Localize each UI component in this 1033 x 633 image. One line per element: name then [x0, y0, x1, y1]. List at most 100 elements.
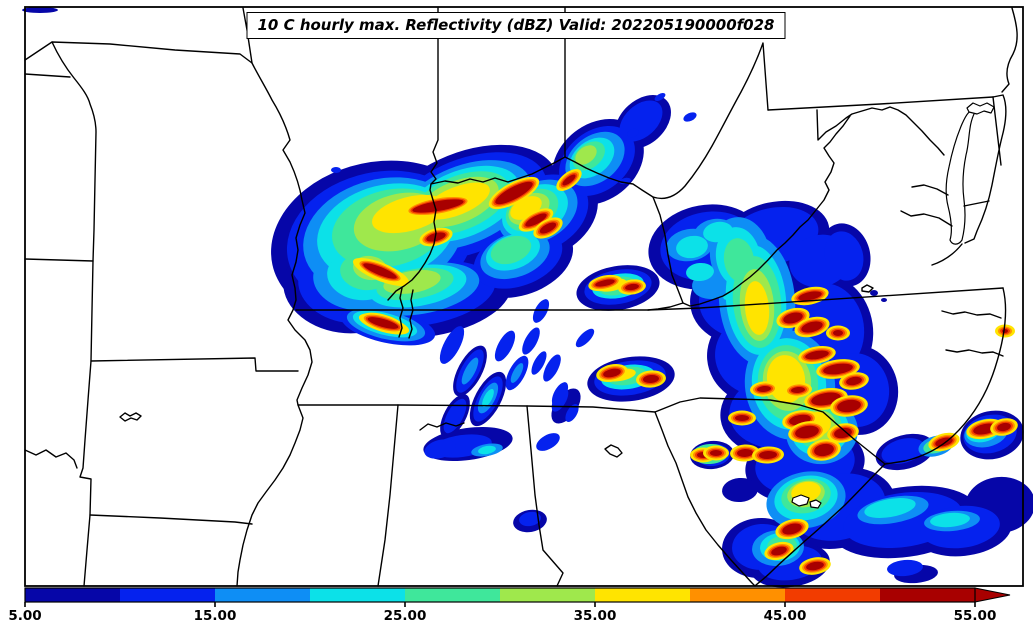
storm-core: [710, 450, 722, 456]
radar-cell: [654, 93, 666, 101]
radar-cell: [331, 167, 341, 173]
storm-core: [997, 422, 1011, 432]
kentucky-westvirginia-virginia-border: [647, 196, 684, 311]
storm-core: [735, 415, 749, 421]
radar-cell: [676, 235, 708, 259]
radar-cell: [532, 299, 550, 323]
bay-mouth-shore: [931, 243, 963, 266]
lake-moultrie: [809, 499, 822, 509]
radar-cell: [703, 221, 733, 243]
radar-cell: [575, 145, 597, 165]
storm-core: [426, 232, 446, 242]
kansas-oklahoma-border: [24, 258, 94, 262]
storm-core: [795, 425, 819, 439]
storm-core: [771, 546, 787, 556]
map-title: 10 C hourly max. Reflectivity (dBZ) Vali…: [246, 12, 786, 39]
atlantic-coastline: [754, 287, 1007, 587]
storm-core: [562, 174, 576, 186]
maryland-potomac-border: [816, 106, 945, 156]
radar-cell: [881, 438, 925, 464]
radar-cell: [478, 445, 496, 455]
missouri-arkansas-border: [90, 357, 299, 372]
colorbar-tick-label: 45.00: [764, 608, 807, 624]
radar-reflectivity-layer: [22, 7, 1033, 588]
storm-core: [757, 385, 771, 393]
radar-cell: [482, 388, 494, 408]
chesapeake-bay-head: [966, 102, 995, 115]
albemarle-sound: [941, 310, 1002, 319]
storm-core: [837, 399, 861, 413]
radar-cell: [864, 498, 916, 518]
radar-cell: [543, 354, 561, 382]
radar-cell: [565, 403, 579, 423]
missouri-arkansas-west-border: [51, 41, 97, 587]
storm-core: [412, 199, 464, 213]
radar-cell: [461, 357, 479, 385]
storm-core: [801, 321, 823, 333]
storm-core: [595, 279, 615, 287]
storm-core: [603, 368, 621, 378]
ohio-river: [387, 42, 769, 301]
radar-cell: [627, 128, 639, 138]
storm-core: [539, 222, 557, 234]
colorbar-segment: [690, 588, 785, 602]
colorbar-segment: [120, 588, 215, 602]
radar-cell: [881, 298, 887, 302]
radar-cell: [494, 330, 516, 362]
storm-core: [823, 363, 853, 375]
map-frame: [24, 6, 1024, 587]
maryland-virginia-delmarva-border: [963, 200, 990, 207]
red-river-border: [24, 449, 78, 469]
tennessee-river-alabama: [419, 422, 465, 431]
radar-cell: [490, 235, 532, 265]
north-carolina-south-carolina-border: [654, 397, 886, 465]
radar-cell: [870, 290, 878, 296]
radar-cell: [439, 326, 465, 364]
storm-core: [846, 376, 862, 386]
kansas-nebraska-border: [24, 73, 71, 78]
savannah-river-border: [654, 411, 756, 587]
radar-cell: [683, 112, 697, 122]
pennsylvania-maryland-border: [767, 96, 994, 111]
storm-core: [1002, 329, 1008, 333]
colorbar-tick-label: 15.00: [194, 608, 237, 624]
delmarva-coastline: [964, 94, 1007, 244]
arkansas-lake: [119, 412, 142, 422]
new-jersey-coast: [1001, 7, 1018, 93]
radar-cell: [536, 433, 560, 451]
colorbar-tick-label: 25.00: [384, 608, 427, 624]
chesapeake-bay: [945, 110, 976, 245]
colorbar-segment: [25, 588, 120, 602]
radar-cell: [824, 231, 864, 281]
delaware-border: [992, 96, 1002, 166]
colorbar-tick-label: 5.00: [8, 608, 41, 624]
storm-core: [367, 317, 399, 329]
virginia-small-river: [861, 284, 874, 293]
radar-cell: [723, 238, 755, 282]
kentucky-lake: [398, 287, 404, 338]
storm-core: [495, 181, 533, 205]
james-river: [900, 210, 953, 227]
storm-core: [814, 443, 834, 457]
radar-cell: [531, 351, 547, 375]
colorbar: 5.00 15.00 25.00 35.00 45.00 55.00: [8, 587, 1011, 624]
radar-cell: [424, 439, 456, 459]
mississippi-alabama-border: [377, 404, 399, 587]
storm-core: [782, 523, 802, 535]
colorbar-segment: [500, 588, 595, 602]
radar-cell: [930, 512, 970, 528]
radar-cell: [522, 327, 540, 355]
storm-core: [806, 561, 824, 571]
radar-cell: [22, 7, 58, 13]
iowa-missouri-border: [24, 41, 253, 64]
storm-core: [783, 312, 803, 324]
rappahannock-river: [911, 184, 949, 196]
kentucky-tennessee-virginia-border: [295, 287, 1004, 311]
lake-barkley: [408, 289, 414, 339]
mississippi-river: [236, 7, 313, 587]
arkansas-louisiana-border: [89, 514, 253, 525]
colorbar-segment: [785, 588, 880, 602]
storm-core: [798, 291, 822, 301]
